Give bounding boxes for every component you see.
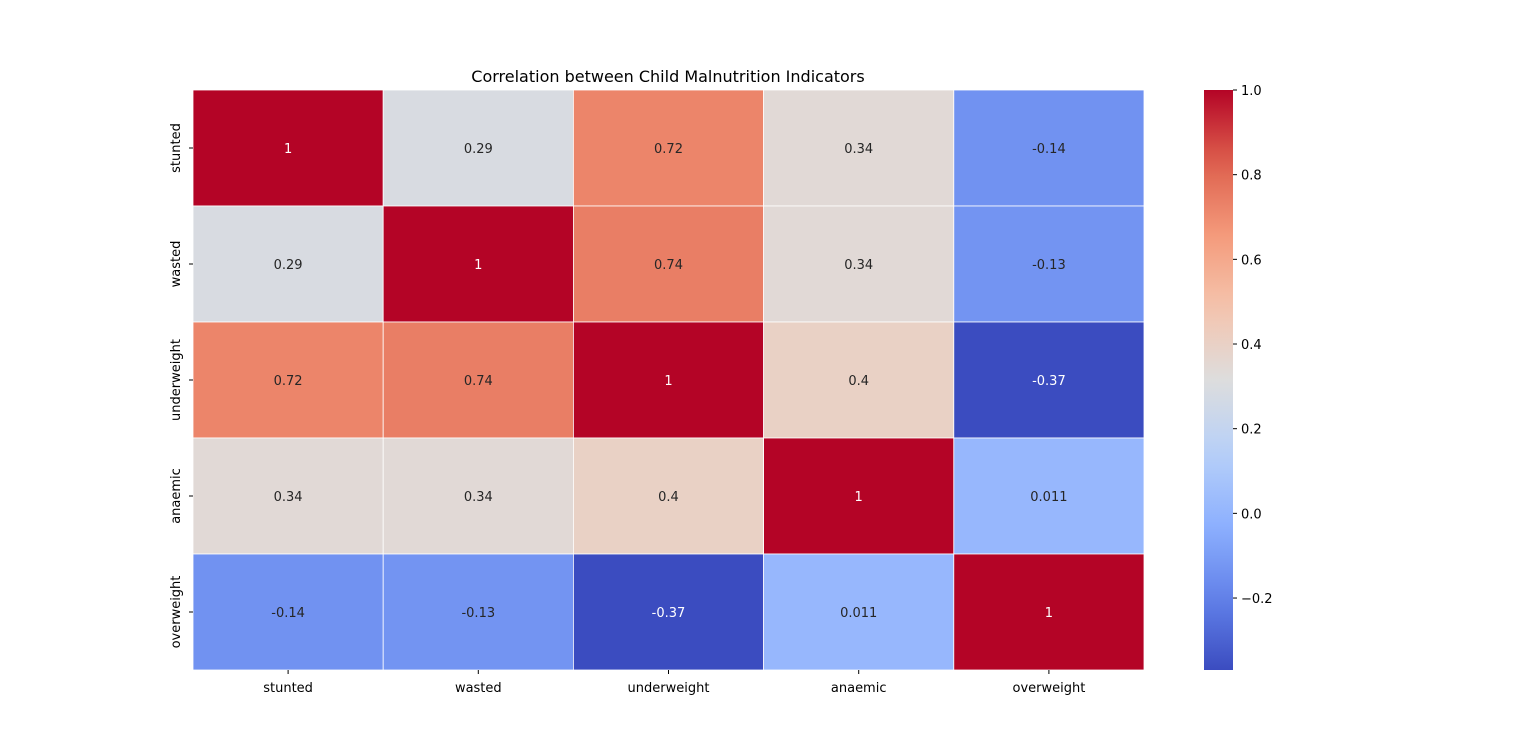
- heatmap-cell: [573, 553, 765, 671]
- y-tick-label: wasted: [169, 241, 184, 288]
- colorbar: 1.0 0.8 0.6 0.4 0.2 0.0 −0.2: [1204, 84, 1273, 670]
- cell-value-label: 0.011: [1030, 490, 1067, 505]
- heatmap-cell: [382, 437, 574, 555]
- heatmap-cell: [192, 205, 384, 323]
- heatmap-cell: [953, 321, 1145, 439]
- x-tick-label: overweight: [1012, 681, 1085, 696]
- chart-title: Correlation between Child Malnutrition I…: [471, 67, 864, 86]
- cell-value-label: 0.011: [840, 606, 877, 621]
- colorbar-tick-label: 0.6: [1241, 253, 1262, 268]
- colorbar-tick-label: 0.4: [1241, 338, 1262, 353]
- cell-value-label: 0.74: [654, 258, 683, 273]
- x-tick-label: wasted: [455, 681, 502, 696]
- cell-value-label: 0.29: [464, 142, 493, 157]
- heatmap-cell: [953, 553, 1145, 671]
- y-axis: stunted wasted underweight anaemic overweigh…: [169, 123, 193, 648]
- colorbar-tick-label: 0.0: [1241, 507, 1262, 522]
- heatmap-cell: [382, 205, 574, 323]
- x-tick-label: anaemic: [831, 681, 887, 696]
- colorbar-gradient: [1204, 90, 1233, 670]
- cell-value-label: -0.13: [461, 606, 495, 621]
- y-tick-label: underweight: [169, 339, 184, 421]
- cell-value-label: 0.74: [464, 374, 493, 389]
- heatmap-cell: [763, 437, 955, 555]
- cell-value-label: 1: [855, 490, 863, 505]
- heatmap-cell: [763, 321, 955, 439]
- x-tick-label: underweight: [628, 681, 710, 696]
- heatmap-cell: [382, 89, 574, 207]
- x-axis: stunted wasted underweight anaemic overweigh…: [263, 670, 1085, 696]
- cell-value-label: 0.34: [844, 142, 873, 157]
- heatmap-cell: [382, 321, 574, 439]
- heatmap-cell: [382, 553, 574, 671]
- heatmap-cells: 1 0.29 0.72 0.34 -0.14 0.29 1 0.74 0.34 -0.13 0.72…: [192, 89, 1145, 671]
- x-tick-label: stunted: [263, 681, 313, 696]
- cell-value-label: 1: [284, 142, 292, 157]
- colorbar-tick-label: −0.2: [1241, 592, 1273, 607]
- cell-value-label: -0.13: [1032, 258, 1066, 273]
- colorbar-tick-label: 1.0: [1241, 84, 1262, 99]
- cell-value-label: 0.4: [658, 490, 679, 505]
- cell-value-label: -0.37: [652, 606, 686, 621]
- cell-value-label: 0.72: [274, 374, 303, 389]
- cell-value-label: 0.34: [844, 258, 873, 273]
- colorbar-tick-label: 0.8: [1241, 169, 1262, 184]
- heatmap-cell: [573, 89, 765, 207]
- cell-value-label: 0.4: [848, 374, 869, 389]
- heatmap-cell: [763, 89, 955, 207]
- colorbar-tick-label: 0.2: [1241, 423, 1262, 438]
- cell-value-label: 0.29: [274, 258, 303, 273]
- cell-value-label: 0.72: [654, 142, 683, 157]
- y-tick-label: stunted: [169, 123, 184, 173]
- y-tick-label: overweight: [169, 576, 184, 649]
- heatmap-cell: [953, 437, 1145, 555]
- cell-value-label: -0.14: [1032, 142, 1066, 157]
- heatmap-cell: [192, 89, 384, 207]
- heatmap-cell: [573, 321, 765, 439]
- heatmap-cell: [573, 437, 765, 555]
- cell-value-label: -0.14: [271, 606, 305, 621]
- heatmap-cell: [953, 205, 1145, 323]
- cell-value-label: -0.37: [1032, 374, 1066, 389]
- heatmap-cell: [953, 89, 1145, 207]
- heatmap-cell: [573, 205, 765, 323]
- cell-value-label: 0.34: [464, 490, 493, 505]
- y-tick-label: anaemic: [169, 468, 184, 524]
- cell-value-label: 1: [474, 258, 482, 273]
- heatmap-cell: [192, 553, 384, 671]
- cell-value-label: 0.34: [274, 490, 303, 505]
- cell-value-label: 1: [664, 374, 672, 389]
- cell-value-label: 1: [1045, 606, 1053, 621]
